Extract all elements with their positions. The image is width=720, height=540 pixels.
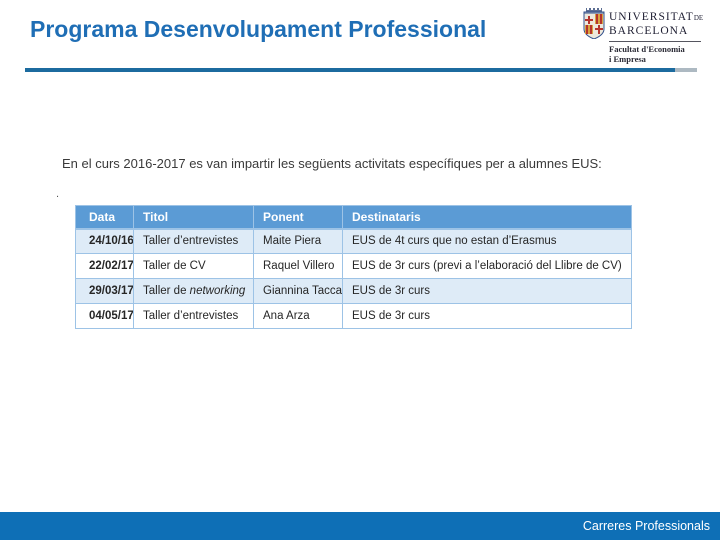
activities-table: Data Titol Ponent Destinataris 24/10/16 Tall… [75, 205, 632, 329]
table-cell: Raquel Villero [253, 253, 343, 279]
table-cell: Taller de networking [133, 278, 254, 304]
table-cell: Taller d’entrevistes [133, 228, 254, 254]
table-cell: Taller d’entrevistes [133, 303, 254, 329]
university-name-de: DE [693, 14, 704, 22]
stray-period: . [56, 188, 60, 200]
logo-divider [609, 41, 701, 42]
table-cell: Taller de CV [133, 253, 254, 279]
table-header-cell: Titol [133, 205, 254, 230]
table-cell: 22/02/17 [75, 253, 134, 279]
table-header-row: Data Titol Ponent Destinataris [75, 205, 632, 230]
table-header-cell: Destinataris [342, 205, 632, 230]
table-row: 22/02/17 Taller de CV Raquel Villero EUS de… [75, 253, 632, 279]
table-cell: 24/10/16 [75, 228, 134, 254]
table-cell: Ana Arza [253, 303, 343, 329]
ub-crest-shield-icon [583, 8, 605, 39]
table-cell: 04/05/17 [75, 303, 134, 329]
faculty-name-line1: Facultat d'Economia [609, 44, 685, 54]
table-cell: Giannina Tacca [253, 278, 343, 304]
table-header-cell: Ponent [253, 205, 343, 230]
table-cell: EUS de 3r curs (previ a l’elaboració del… [342, 253, 632, 279]
footer-bar: Carreres Professionals [0, 512, 720, 540]
intro-text: En el curs 2016-2017 es van impartir les… [62, 156, 602, 171]
university-name-line2: BARCELONA [609, 25, 689, 37]
table-cell: EUS de 3r curs [342, 278, 632, 304]
table-row: 29/03/17 Taller de networking Giannina Tac… [75, 278, 632, 304]
university-name-line1: UNIVERSITAT [609, 11, 694, 23]
university-name: UNIVERSITATDE BARCELONA [609, 8, 703, 38]
university-logo: UNIVERSITATDE BARCELONA Facultat d'Econo… [583, 8, 713, 64]
table-cell: EUS de 3r curs [342, 303, 632, 329]
slide-title: Programa Desenvolupament Professional [30, 16, 487, 42]
header-divider [25, 68, 697, 72]
table-row: 04/05/17 Taller d’entrevistes Ana Arza EUS … [75, 303, 632, 329]
table-header-cell: Data [75, 205, 134, 230]
table-cell: EUS de 4t curs que no estan d’Erasmus [342, 228, 632, 254]
footer-label: Carreres Professionals [582, 519, 710, 533]
faculty-name: Facultat d'Economia i Empresa [609, 44, 713, 64]
faculty-name-line2: i Empresa [609, 53, 646, 64]
table-row: 24/10/16 Taller d’entrevistes Maite Piera E… [75, 228, 632, 254]
table-body: 24/10/16 Taller d’entrevistes Maite Piera E… [75, 228, 632, 329]
table-cell: 29/03/17 [75, 278, 134, 304]
table-cell: Maite Piera [253, 228, 343, 254]
